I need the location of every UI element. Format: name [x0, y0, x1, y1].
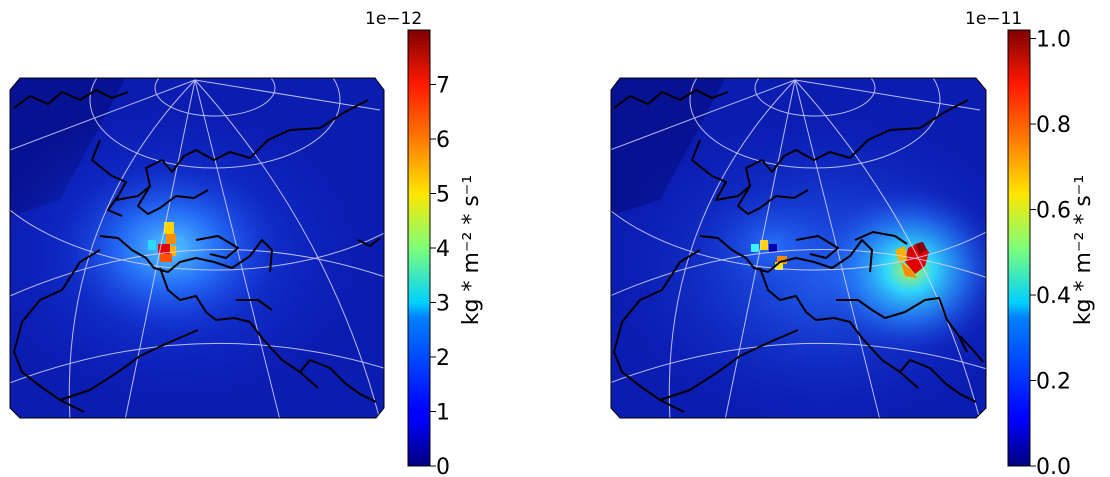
colorbar-tick-label: 6	[436, 128, 450, 153]
colorbar-gradient	[1007, 29, 1031, 467]
map-panel-left: 0 1 2 3 4 5 6 7 1e−12 kg * m⁻² * s⁻¹	[9, 9, 484, 477]
graticule	[10, 78, 384, 418]
colorbar-tick-label: 5	[436, 183, 450, 208]
dark-region	[611, 78, 730, 220]
colorbar-tick-label: 0.4	[1036, 284, 1071, 309]
colorbar-multiplier: 1e−12	[365, 9, 422, 29]
map-figure-left: 0 1 2 3 4 5 6 7 1e−12 kg * m⁻² * s⁻¹	[9, 9, 484, 477]
map-area-left	[10, 78, 384, 418]
colorbar-tick-label: 0.2	[1036, 370, 1071, 395]
colorbar-tick-label: 4	[436, 237, 450, 262]
map-area-right	[611, 78, 986, 418]
colorbar-tick-label: 0.0	[1036, 455, 1071, 477]
colorbar-tick-label: 0.6	[1036, 199, 1071, 224]
map-frame	[9, 77, 385, 419]
colorbar-ticks: 0.0 0.2 0.4 0.6 0.8 1.0	[1030, 28, 1071, 477]
colorbar-right: 0.0 0.2 0.4 0.6 0.8 1.0 1e−11 kg * m⁻² * s⁻¹	[965, 9, 1096, 477]
colorbar-ticks: 0 1 2 3 4 5 6 7	[430, 74, 450, 477]
coastlines	[613, 89, 984, 413]
colorbar-multiplier: 1e−11	[965, 9, 1022, 29]
colorbar-tick-label: 7	[436, 74, 450, 99]
colorbar-label: kg * m⁻² * s⁻¹	[459, 175, 484, 325]
colorbar-label: kg * m⁻² * s⁻¹	[1071, 175, 1096, 325]
colorbar-tick-label: 0.8	[1036, 113, 1071, 138]
colorbar-tick-label: 1	[436, 401, 450, 426]
map-panel-right: 0.0 0.2 0.4 0.6 0.8 1.0 1e−11 kg * m⁻² * s⁻¹	[555, 0, 1110, 477]
colorbar-tick-label: 3	[436, 292, 450, 317]
colorbar-left: 0 1 2 3 4 5 6 7 1e−12 kg * m⁻² * s⁻¹	[365, 9, 484, 477]
map-figure-right: 0.0 0.2 0.4 0.6 0.8 1.0 1e−11 kg * m⁻² * s⁻¹	[610, 9, 1096, 477]
hotspot-central-europe	[148, 222, 184, 262]
graticule	[611, 78, 986, 418]
coastlines	[13, 89, 381, 413]
colorbar-tick-label: 1.0	[1036, 28, 1071, 53]
colorbar-tick-label: 2	[436, 346, 450, 371]
hotspot-central-europe	[751, 240, 787, 270]
map-frame	[610, 77, 987, 419]
colorbar-gradient	[407, 29, 431, 467]
colorbar-tick-label: 0	[436, 455, 450, 477]
